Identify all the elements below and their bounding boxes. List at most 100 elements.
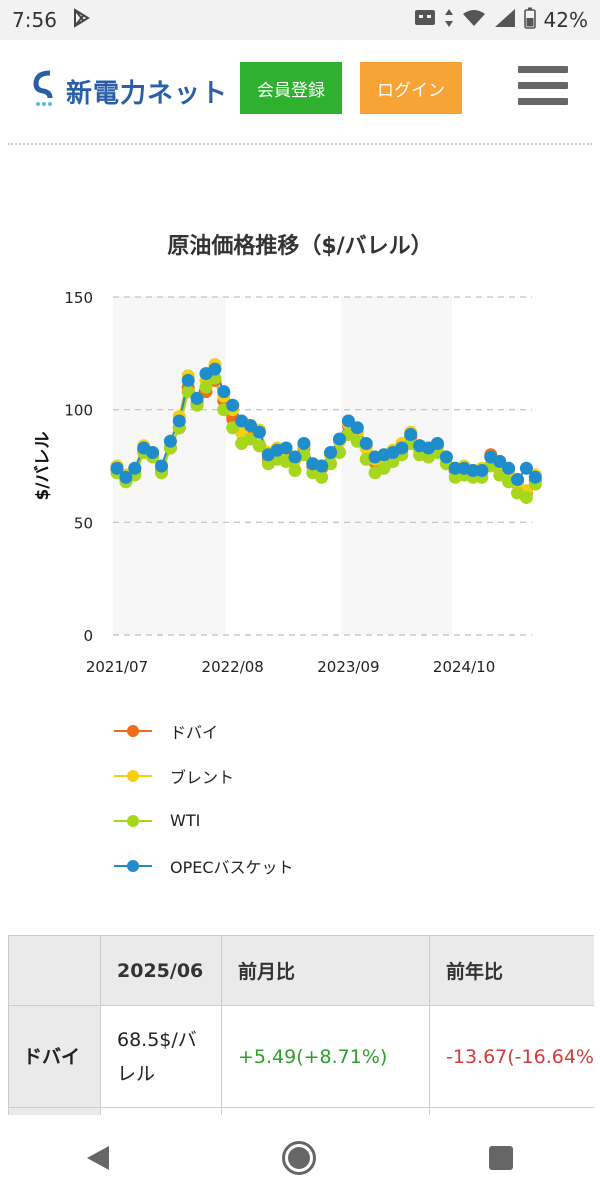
data-point (386, 455, 400, 469)
header-month: 2025/06 (100, 935, 222, 1006)
data-point (155, 459, 168, 473)
register-button[interactable]: 会員登録 (240, 62, 342, 114)
data-point (466, 464, 480, 478)
price-table: 2025/06 前月比 前年比 ドバイ 68.5$/バレル +5.49(+8.7… (8, 935, 594, 1115)
legend-swatch (110, 811, 156, 831)
header-divider (8, 143, 592, 145)
data-point (404, 427, 418, 441)
legend-item-brent[interactable]: ブレント (110, 753, 294, 798)
recent-apps-icon[interactable] (489, 1145, 514, 1170)
data-point (333, 432, 346, 446)
data-point (190, 391, 204, 405)
logo-mark-icon (30, 70, 58, 112)
data-point (511, 473, 524, 487)
legend-label: ブレント (170, 767, 235, 787)
data-point (493, 455, 507, 469)
data-point (226, 398, 240, 412)
data-point (359, 436, 373, 450)
data-point (324, 446, 338, 460)
data-point (528, 470, 542, 484)
y-tick-label: 0 (83, 627, 93, 645)
signal-icon (494, 8, 516, 33)
logo-text: 新電力ネット (66, 78, 229, 109)
login-button[interactable]: ログイン (360, 62, 462, 114)
data-point (395, 441, 409, 455)
site-logo[interactable]: 新電力ネット (30, 70, 228, 112)
data-point (252, 425, 266, 439)
data-point (252, 439, 266, 453)
x-tick-label: 2023/09 (317, 658, 379, 676)
row-name: ドバイ (8, 1005, 101, 1108)
data-point (279, 441, 293, 455)
table-row-partial (8, 1107, 594, 1115)
row-price: 68.5$/バレル (100, 1005, 222, 1108)
x-tick-label: 2022/08 (202, 658, 264, 676)
data-point (217, 385, 231, 399)
data-point (475, 464, 489, 478)
legend-item-opec[interactable]: OPECバスケット (110, 843, 294, 888)
data-point (163, 434, 177, 448)
data-point (430, 436, 444, 450)
hamburger-menu-icon[interactable] (518, 66, 570, 110)
data-point (350, 421, 364, 435)
data-point (377, 461, 391, 475)
table-viewport: 2025/06 前月比 前年比 ドバイ 68.5$/バレル +5.49(+8.7… (8, 935, 594, 1115)
data-point (208, 362, 222, 376)
row-yoy: -13.67(-16.64%) (429, 1005, 594, 1108)
header-yoy: 前年比 (429, 935, 594, 1006)
row-mom: +5.49(+8.71%) (221, 1005, 430, 1108)
legend-label: OPECバスケット (170, 857, 294, 877)
y-tick-label: 50 (74, 514, 93, 532)
table-row: ドバイ 68.5$/バレル +5.49(+8.71%) -13.67(-16.6… (8, 1005, 594, 1108)
data-point (244, 418, 257, 432)
home-icon[interactable] (281, 1140, 316, 1175)
data-point (519, 491, 533, 505)
data-point (448, 461, 462, 475)
legend-swatch (110, 766, 156, 786)
legend-swatch (110, 721, 156, 741)
chart-title: 原油価格推移（$/バレル） (167, 234, 433, 259)
data-point (181, 385, 195, 399)
data-point (199, 380, 213, 394)
data-arrows-icon (444, 8, 454, 33)
y-tick-label: 100 (64, 402, 93, 420)
chart-legend: ドバイ ブレント WTI OPECバスケット (110, 708, 294, 888)
data-point (288, 464, 302, 478)
data-point (333, 446, 346, 460)
legend-label: WTI (170, 811, 201, 830)
legend-item-dubai[interactable]: ドバイ (110, 708, 294, 753)
data-point (110, 461, 124, 475)
header-empty (8, 935, 101, 1006)
data-point (244, 432, 257, 446)
legend-swatch (110, 856, 156, 876)
data-point (439, 450, 453, 464)
back-icon[interactable] (86, 1145, 109, 1170)
site-header: 新電力ネット 会員登録 ログイン (0, 40, 600, 140)
battery-percent: 42% (543, 8, 588, 32)
x-tick-label: 2021/07 (86, 658, 148, 676)
data-point (181, 373, 195, 387)
data-point (519, 461, 533, 475)
data-point (128, 461, 142, 475)
y-axis-label: $/バレル (33, 432, 53, 501)
table-header-row: 2025/06 前月比 前年比 (8, 935, 594, 1006)
data-point (493, 468, 507, 482)
data-point (315, 459, 329, 473)
status-time: 7:56 (12, 8, 57, 32)
data-point (146, 446, 160, 460)
data-point (226, 421, 240, 435)
screencast-icon (414, 8, 436, 32)
data-point (502, 461, 516, 475)
wifi-icon (462, 8, 486, 32)
battery-icon (523, 7, 536, 34)
data-point (341, 414, 355, 428)
crude-oil-price-chart: 0 50 100 150 $/バレル 2021/07 2022/08 2023/09 2024/… (33, 289, 542, 676)
status-bar: 7:56 42% (0, 0, 600, 40)
y-tick-label: 150 (64, 289, 93, 307)
play-store-icon (71, 7, 91, 33)
data-point (172, 414, 186, 428)
data-point (119, 470, 133, 484)
legend-item-wti[interactable]: WTI (110, 798, 294, 843)
data-point (288, 450, 302, 464)
data-point (315, 470, 329, 484)
